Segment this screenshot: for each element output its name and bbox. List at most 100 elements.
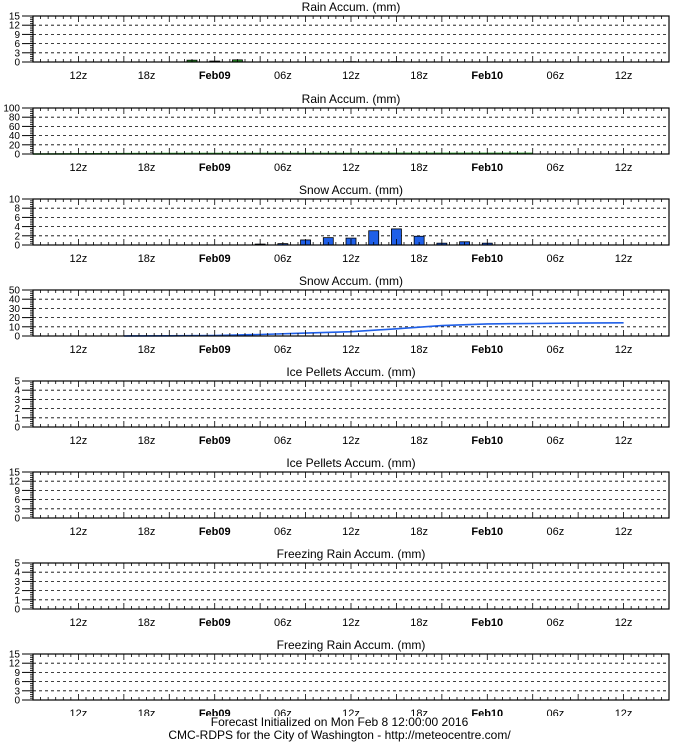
- x-tick-label: 06z: [547, 344, 565, 356]
- x-tick-label: 12z: [342, 708, 360, 716]
- x-tick-label: 06z: [274, 617, 292, 629]
- y-tick-label: 6: [14, 677, 20, 688]
- plot-frame: [32, 471, 670, 519]
- y-tick-label: 100: [3, 104, 20, 115]
- y-tick-label: 2: [14, 404, 20, 415]
- footer: Forecast Initialized on Mon Feb 8 12:00:…: [0, 716, 679, 742]
- chart-title: Freezing Rain Accum. (mm): [277, 638, 426, 652]
- y-tick-label: 12: [9, 477, 21, 488]
- y-tick-label: 3: [14, 577, 20, 588]
- y-tick-label: 2: [14, 231, 20, 242]
- y-tick-label: 1: [14, 595, 20, 606]
- x-tick-label: 12z: [615, 617, 633, 629]
- y-tick-label: 20: [9, 140, 21, 151]
- x-tick-label: 18z: [138, 70, 156, 82]
- x-tick-label: 18z: [138, 253, 156, 265]
- x-tick-label: 12z: [615, 70, 633, 82]
- x-tick-label: 06z: [274, 344, 292, 356]
- x-tick-label: 18z: [410, 162, 428, 174]
- x-tick-label: 12z: [70, 344, 88, 356]
- x-tick-label: 06z: [274, 70, 292, 82]
- y-tick-label: 0: [14, 423, 20, 434]
- y-tick-label: 0: [14, 605, 20, 616]
- x-tick-label: 18z: [410, 70, 428, 82]
- x-tick-label: 06z: [274, 162, 292, 174]
- y-tick-label: 15: [9, 12, 21, 23]
- x-tick-label: 06z: [547, 526, 565, 538]
- x-tick-label: 06z: [274, 708, 292, 716]
- y-tick-label: 6: [14, 495, 20, 506]
- y-tick-label: 12: [9, 659, 21, 670]
- y-tick-label: 4: [14, 568, 20, 579]
- chart-title: Snow Accum. (mm): [299, 183, 403, 197]
- x-tick-label: 18z: [138, 526, 156, 538]
- y-tick-label: 6: [14, 213, 20, 224]
- x-tick-label: 06z: [547, 708, 565, 716]
- x-tick-label: 06z: [547, 70, 565, 82]
- chart-title: Snow Accum. (mm): [299, 274, 403, 288]
- x-tick-label: 12z: [342, 253, 360, 265]
- x-tick-label: 12z: [70, 162, 88, 174]
- y-tick-label: 15: [9, 650, 21, 661]
- x-tick-label: Feb10: [471, 526, 503, 538]
- y-tick-label: 20: [9, 313, 21, 324]
- y-tick-label: 9: [14, 30, 20, 41]
- y-tick-label: 3: [14, 504, 20, 515]
- x-tick-label: 12z: [342, 617, 360, 629]
- x-tick-label: 06z: [274, 253, 292, 265]
- plot-frame: [32, 107, 670, 155]
- x-tick-label: 06z: [274, 526, 292, 538]
- x-tick-label: 06z: [547, 617, 565, 629]
- x-tick-label: 18z: [138, 344, 156, 356]
- x-tick-label: 18z: [138, 162, 156, 174]
- x-tick-label: 12z: [615, 435, 633, 447]
- x-tick-label: 12z: [70, 617, 88, 629]
- x-tick-label: 18z: [138, 435, 156, 447]
- y-tick-label: 10: [9, 322, 21, 333]
- x-tick-label: 12z: [615, 526, 633, 538]
- x-tick-label: Feb09: [199, 344, 231, 356]
- x-tick-label: 18z: [138, 617, 156, 629]
- x-tick-label: Feb10: [471, 344, 503, 356]
- x-tick-label: 12z: [615, 344, 633, 356]
- x-tick-label: 12z: [342, 435, 360, 447]
- x-tick-label: 12z: [615, 162, 633, 174]
- x-tick-label: 12z: [342, 526, 360, 538]
- y-tick-label: 9: [14, 486, 20, 497]
- x-tick-label: Feb10: [471, 253, 503, 265]
- x-tick-label: 12z: [70, 70, 88, 82]
- x-tick-label: 12z: [615, 253, 633, 265]
- chart-title: Rain Accum. (mm): [302, 0, 401, 14]
- x-tick-label: Feb09: [199, 70, 231, 82]
- footer-source: CMC-RDPS for the City of Washington - ht…: [168, 728, 511, 742]
- x-tick-label: Feb09: [199, 162, 231, 174]
- y-tick-label: 1: [14, 413, 20, 424]
- plot-frame: [32, 562, 670, 610]
- y-tick-label: 40: [9, 131, 21, 142]
- y-tick-label: 80: [9, 113, 21, 124]
- x-tick-label: 18z: [410, 708, 428, 716]
- x-tick-label: 12z: [70, 253, 88, 265]
- y-tick-label: 5: [14, 377, 20, 388]
- plot-frame: [32, 653, 670, 701]
- x-tick-label: 12z: [342, 344, 360, 356]
- x-tick-label: 12z: [70, 526, 88, 538]
- y-tick-label: 30: [9, 304, 21, 315]
- footer-forecast-init: Forecast Initialized on Mon Feb 8 12:00:…: [210, 715, 469, 729]
- x-tick-label: Feb09: [199, 435, 231, 447]
- plot-frame: [32, 380, 670, 428]
- x-tick-label: Feb09: [199, 526, 231, 538]
- y-tick-label: 5: [14, 559, 20, 570]
- y-tick-label: 60: [9, 122, 21, 133]
- plot-frame: [32, 289, 670, 337]
- x-tick-label: Feb10: [471, 435, 503, 447]
- x-tick-label: 12z: [342, 162, 360, 174]
- x-tick-label: 18z: [410, 344, 428, 356]
- y-tick-label: 8: [14, 204, 20, 215]
- x-tick-label: 18z: [410, 253, 428, 265]
- y-tick-label: 6: [14, 39, 20, 50]
